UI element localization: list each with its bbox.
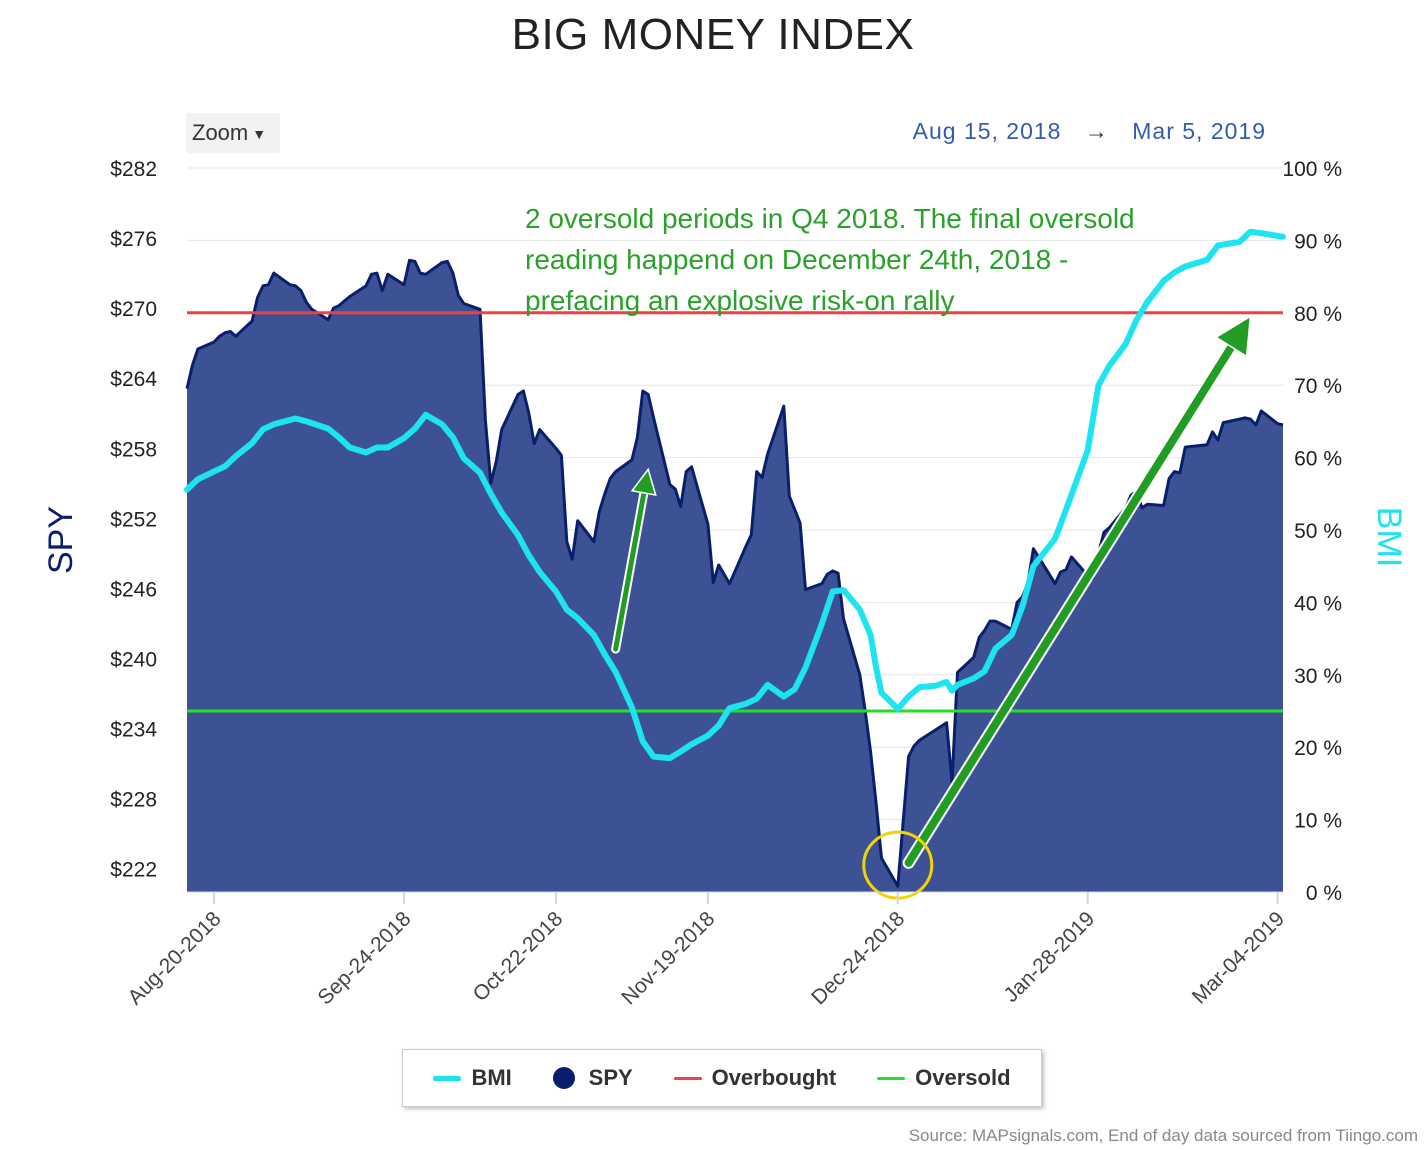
bmi-tick-label: 0 % <box>1306 882 1342 905</box>
date-tick-label: Oct-22-2018 <box>469 907 568 1006</box>
date-tick-label: Sep-24-2018 <box>313 907 415 1009</box>
annotation-line-3: prefacing an explosive risk-on rally <box>525 285 955 316</box>
spy-axis-label: SPY <box>42 506 80 574</box>
bmi-tick-label: 40 % <box>1294 592 1342 615</box>
spy-tick-label: $258 <box>110 438 157 461</box>
bmi-tick-label: 50 % <box>1294 520 1342 543</box>
date-tick-label: Nov-19-2018 <box>617 907 719 1009</box>
legend: BMI SPY Overbought Oversold <box>402 1049 1042 1107</box>
legend-label-overbought: Overbought <box>711 1065 837 1090</box>
annotation-arrows <box>611 314 1252 869</box>
date-tick-label: Aug-20-2018 <box>124 907 226 1009</box>
oversold-line-icon <box>877 1076 906 1080</box>
spy-tick-label: $246 <box>110 578 157 601</box>
date-tick-label: Mar-04-2019 <box>1188 907 1289 1008</box>
bmi-line <box>184 228 1286 762</box>
spy-axis-ticks: $282 $276 $270 $264 $258 $252 $246 $240 $234 $228… <box>110 158 157 882</box>
zoom-dropdown[interactable]: Zoom ▼ <box>186 113 280 153</box>
annotation-line-1: 2 oversold periods in Q4 2018. The final… <box>525 203 1135 234</box>
bmi-tick-label: 90 % <box>1294 230 1342 253</box>
annotation-text: 2 oversold periods in Q4 2018. The final… <box>525 203 1142 316</box>
spy-tick-label: $228 <box>110 789 157 812</box>
legend-item-spy[interactable]: SPY <box>552 1065 633 1091</box>
legend-item-oversold[interactable]: Oversold <box>877 1065 1011 1091</box>
source-note: Source: MAPsignals.com, End of day data … <box>908 1126 1418 1145</box>
bmi-tick-label: 70 % <box>1294 375 1342 398</box>
spy-tick-label: $276 <box>110 228 157 251</box>
date-tick-label: Dec-24-2018 <box>807 907 909 1009</box>
arrow-rally <box>902 314 1252 869</box>
overbought-line-icon <box>673 1076 702 1080</box>
arrow-q4-first <box>611 467 657 654</box>
caret-down-icon: ▼ <box>252 126 267 143</box>
chart-title: BIG MONEY INDEX <box>511 10 915 59</box>
legend-item-bmi[interactable]: BMI <box>433 1065 512 1091</box>
bmi-tick-label: 60 % <box>1294 448 1342 471</box>
spy-tick-label: $252 <box>110 508 157 531</box>
legend-label-oversold: Oversold <box>915 1065 1011 1090</box>
bmi-tick-label: 30 % <box>1294 665 1342 688</box>
spy-tick-label: $234 <box>110 719 157 742</box>
spy-tick-label: $270 <box>110 298 157 321</box>
bmi-tick-label: 20 % <box>1294 737 1342 760</box>
date-tick-label: Jan-28-2019 <box>1000 907 1100 1007</box>
annotation-line-2: reading happend on December 24th, 2018 - <box>525 244 1068 275</box>
zoom-label: Zoom <box>192 120 249 145</box>
spy-tick-label: $282 <box>110 158 157 181</box>
date-range-to[interactable]: Mar 5, 2019 <box>1132 118 1266 144</box>
spy-tick-label: $222 <box>110 859 157 882</box>
date-axis-ticks: Aug-20-2018 Sep-24-2018 Oct-22-2018 Nov-19-… <box>124 891 1289 1009</box>
legend-label-spy: SPY <box>588 1065 633 1090</box>
spy-tick-label: $240 <box>110 648 157 671</box>
spy-tick-label: $264 <box>110 368 157 391</box>
bmi-tick-label: 100 % <box>1282 158 1342 181</box>
spy-dot-icon <box>552 1067 575 1089</box>
bmi-tick-label: 80 % <box>1294 303 1342 326</box>
bmi-axis-label: BMI <box>1370 507 1408 567</box>
date-range: Aug 15, 2018 → Mar 5, 2019 <box>905 118 1274 145</box>
legend-label-bmi: BMI <box>471 1065 512 1090</box>
legend-item-overbought[interactable]: Overbought <box>673 1065 837 1091</box>
date-range-from[interactable]: Aug 15, 2018 <box>912 118 1062 144</box>
bmi-tick-label: 10 % <box>1294 810 1342 833</box>
date-range-arrow: → <box>1084 118 1109 144</box>
bmi-axis-ticks: 100 % 90 % 80 % 70 % 60 % 50 % 40 % 30 % 20 % 10 … <box>1282 158 1342 905</box>
spy-area <box>187 260 1283 892</box>
bmi-line-icon <box>433 1075 462 1081</box>
